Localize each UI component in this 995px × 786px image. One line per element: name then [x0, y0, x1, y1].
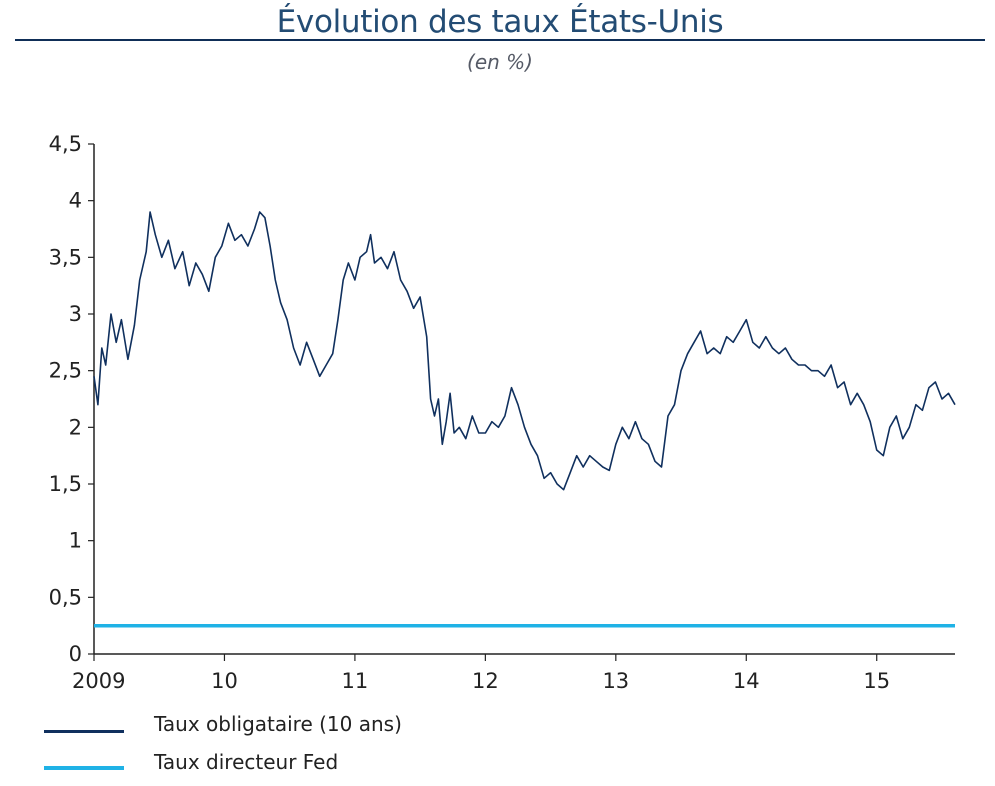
- x-tick-label: 10: [211, 669, 238, 693]
- legend-label-bond: Taux obligataire (10 ans): [154, 712, 402, 736]
- y-tick-label: 1: [69, 529, 82, 553]
- x-tick-label: 15: [863, 669, 890, 693]
- y-tick-label: 1,5: [49, 472, 82, 496]
- x-tick-label: 12: [472, 669, 499, 693]
- y-tick-label: 4: [69, 189, 82, 213]
- chart-subtitle: (en %): [467, 50, 533, 74]
- x-tick-label: 2009: [72, 669, 125, 693]
- y-tick-label: 3: [69, 302, 82, 326]
- legend-label-fed: Taux directeur Fed: [154, 750, 339, 774]
- y-tick-label: 0: [69, 642, 82, 666]
- chart-title: Évolution des taux États-Unis: [276, 4, 724, 40]
- legend-swatch-fed: [44, 766, 124, 770]
- y-tick-label: 0,5: [49, 585, 82, 609]
- title-rule: [15, 39, 985, 41]
- axes: 0 0,5 1 1,5 2 2,5 3 3,5 4 4,5 2009 10 11 12 13 14 15: [49, 132, 955, 693]
- y-tick-label: 4,5: [49, 132, 82, 156]
- x-tick-label: 13: [602, 669, 629, 693]
- legend-swatch-bond: [44, 730, 124, 733]
- series-layer: [93, 211, 956, 628]
- y-tick-label: 3,5: [49, 245, 82, 269]
- series-line-bond-yield: [93, 211, 956, 491]
- x-tick-label: 14: [733, 669, 760, 693]
- y-tick-label: 2: [69, 415, 82, 439]
- y-tick-label: 2,5: [49, 359, 82, 383]
- x-tick-label: 11: [342, 669, 369, 693]
